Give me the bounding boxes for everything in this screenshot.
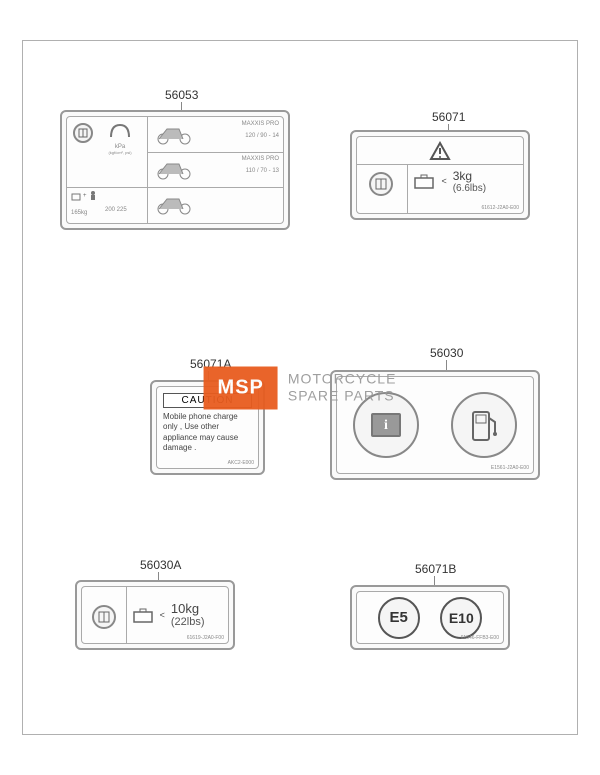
caution-body: Mobile phone charge only , Use other app…	[163, 412, 252, 454]
e5-text: E5	[389, 609, 407, 626]
label-56071-inner: < 3kg (6.6lbs) 61612-J2A0-E00	[356, 136, 524, 214]
briefcase-icon	[413, 172, 435, 190]
fuel-pump-icon	[451, 392, 517, 458]
divider-v	[126, 587, 127, 643]
warning-icon	[357, 141, 523, 166]
tire-row-2	[153, 191, 279, 221]
diagram-canvas: 56053 kPa (kgf/cm², psi) + 16	[0, 0, 600, 775]
label-56071B: E5 E10 61546-FFB3-E00	[350, 585, 510, 650]
footer-56071B: 61546-FFB3-E00	[461, 635, 499, 641]
svg-text:i: i	[384, 418, 388, 433]
ref-56071B: 56071B	[415, 562, 456, 576]
label-56071B-inner: E5 E10 61546-FFB3-E00	[356, 591, 504, 644]
brand-0: MAXXIS PRO	[242, 121, 279, 127]
footer-56030A: 61619-J2A0-F00	[187, 635, 224, 641]
ref-56030A: 56030A	[140, 558, 181, 572]
weight-cell: < 3kg (6.6lbs)	[413, 169, 519, 194]
footer-56071: 61612-J2A0-E00	[481, 205, 519, 211]
watermark: MSP MOTORCYCLE SPARE PARTS	[204, 366, 397, 409]
book-icon	[73, 123, 93, 143]
divider-h2	[67, 187, 283, 188]
tire-row-0: MAXXIS PRO 120 / 90 - 14	[153, 121, 279, 153]
label-56053-inner: kPa (kgf/cm², psi) + 165kg 200 225 MAXXI…	[66, 116, 284, 224]
scooter-icon	[153, 191, 193, 215]
label-56030A: < 10kg (22lbs) 61619-J2A0-F00	[75, 580, 235, 650]
ref-56030: 56030	[430, 346, 463, 360]
divider-v	[147, 117, 148, 223]
book-icon	[369, 172, 393, 196]
label-56053: kPa (kgf/cm², psi) + 165kg 200 225 MAXXI…	[60, 110, 290, 230]
person-icon	[89, 191, 97, 201]
watermark-text: MOTORCYCLE SPARE PARTS	[288, 371, 397, 405]
ref-56071: 56071	[432, 110, 465, 124]
watermark-line2: SPARE PARTS	[288, 388, 397, 405]
label-56030A-inner: < 10kg (22lbs) 61619-J2A0-F00	[81, 586, 229, 644]
weight-cell: < 10kg (22lbs)	[132, 601, 224, 628]
briefcase-icon	[132, 606, 154, 624]
brand-1: MAXXIS PRO	[242, 156, 279, 162]
load-row: +	[71, 191, 97, 201]
scooter-icon	[153, 156, 193, 180]
unit-kgfpsi: (kgf/cm², psi)	[105, 150, 135, 155]
footer-56071A: AKC2-E000	[228, 460, 254, 466]
e10-badge: E10	[440, 597, 482, 639]
book-icon	[92, 605, 116, 629]
e10-text: E10	[449, 610, 474, 626]
tire-row-1: MAXXIS PRO 110 / 70 - 13	[153, 156, 279, 186]
footer-56030: E1561-J2A0-E00	[491, 465, 529, 471]
weight-alt: (22lbs)	[171, 616, 205, 628]
scooter-icon	[153, 121, 193, 145]
e5-badge: E5	[378, 597, 420, 639]
size-0: 120 / 90 - 14	[242, 133, 279, 139]
weight-alt: (6.6lbs)	[453, 183, 486, 194]
label-56071: < 3kg (6.6lbs) 61612-J2A0-E00	[350, 130, 530, 220]
weight-val: 10kg	[171, 601, 205, 616]
weight-icon	[71, 191, 81, 201]
load-val: 165kg	[71, 210, 87, 216]
watermark-line1: MOTORCYCLE	[288, 371, 397, 388]
ref-56053: 56053	[165, 88, 198, 102]
size-1: 110 / 70 - 13	[242, 168, 279, 174]
divider-v	[407, 164, 408, 213]
pressures: 200 225	[105, 207, 127, 213]
tire-icon: kPa (kgf/cm², psi)	[105, 121, 135, 155]
lt-sign: <	[441, 176, 446, 186]
lt-sign: <	[160, 610, 165, 620]
weight-val: 3kg	[453, 169, 486, 183]
watermark-badge: MSP	[204, 366, 278, 409]
